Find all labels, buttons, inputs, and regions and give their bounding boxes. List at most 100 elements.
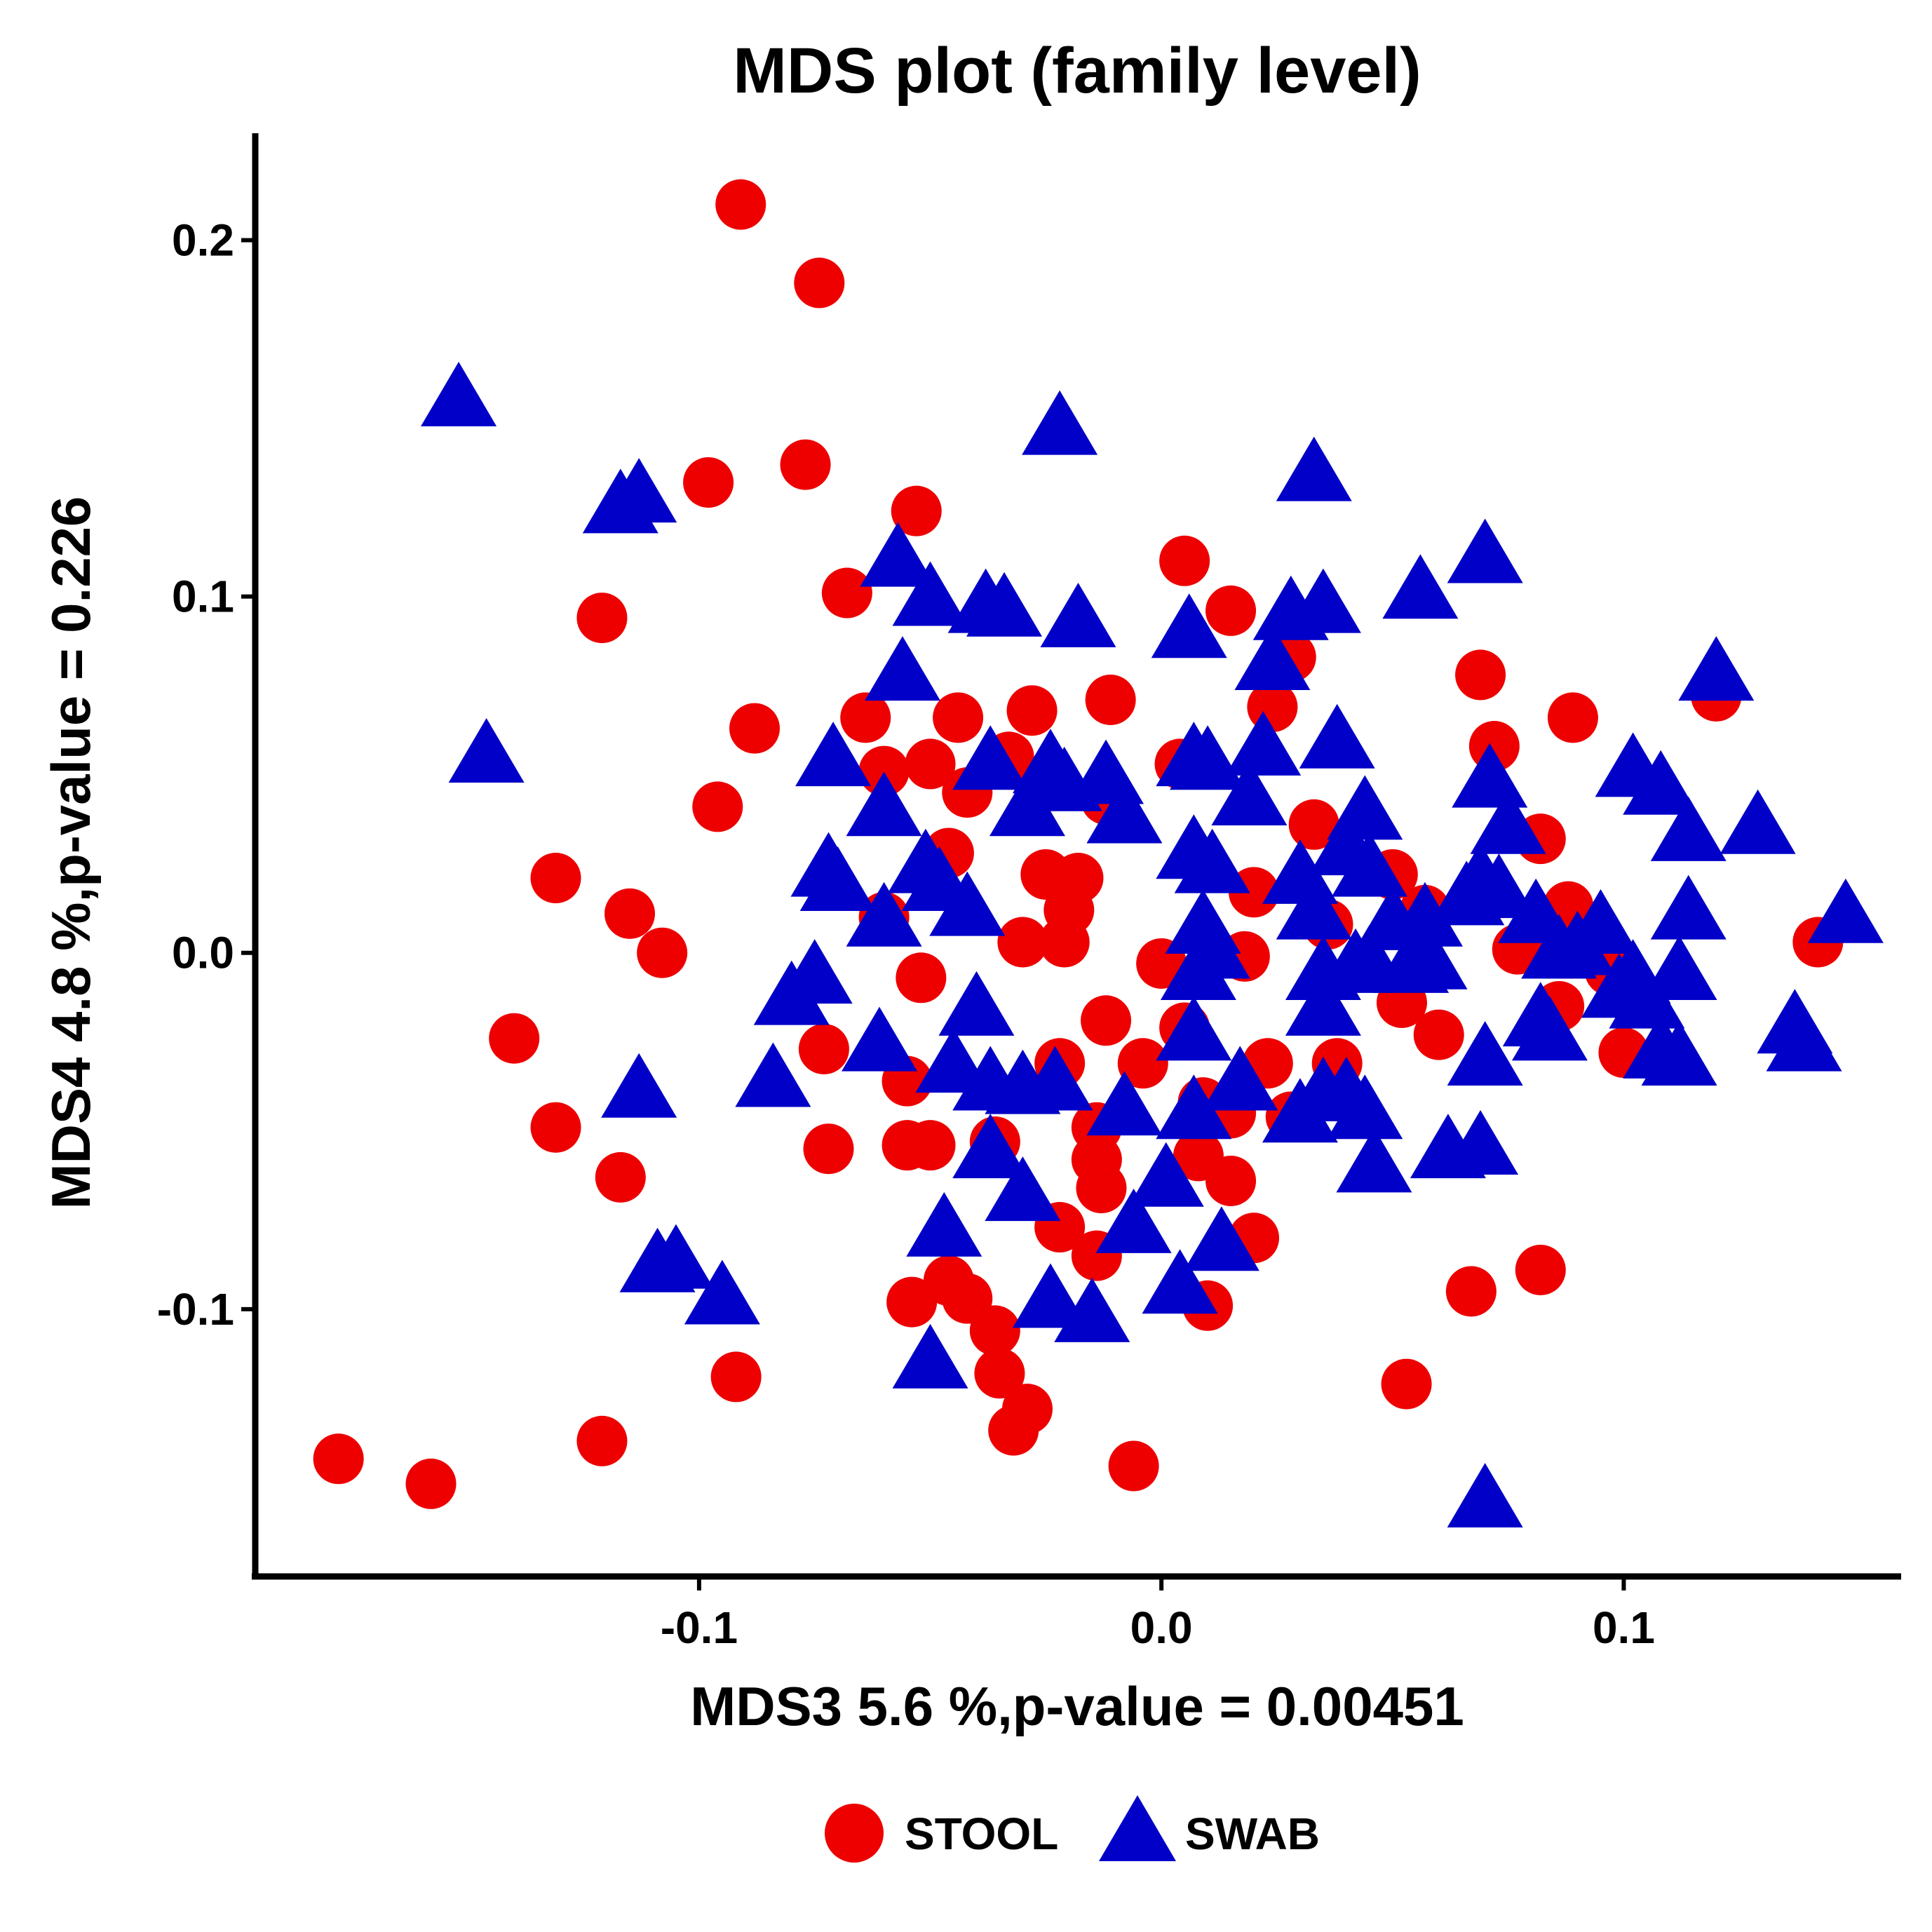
stool-point [858,745,910,797]
swab-point [1156,1074,1232,1140]
swab-point [448,718,525,783]
x-ticks: -0.1 0.0 0.1 [661,1576,1655,1653]
stool-point [729,703,781,754]
stool-point [1006,685,1058,736]
swab-point [1017,1046,1093,1111]
x-tick-label: -0.1 [661,1602,738,1653]
swab-point [1142,1249,1218,1314]
legend-label-swab: SWAB [1185,1809,1320,1859]
legend-marker-stool [825,1804,884,1863]
stool-point [576,593,628,644]
stool-point [313,1433,364,1485]
swab-point [1641,1020,1717,1086]
swab-point [1461,853,1537,919]
swab-point [864,636,940,701]
stool-point [905,738,956,790]
swab-point [1650,874,1727,940]
stool-point [405,1458,457,1509]
swab-point [1382,554,1459,619]
swab-point [1128,1142,1204,1207]
swab-point [799,846,876,911]
swab-point [601,1053,677,1118]
stool-point [576,1415,628,1466]
swab-point [1327,1074,1403,1140]
swab-point [1183,1206,1259,1271]
swab-point [1807,878,1884,943]
stool-point [715,179,766,230]
stool-point [1381,1358,1432,1410]
swab-point [1160,935,1236,1001]
chart-title: MDS plot (family level) [733,35,1421,107]
swab-point [735,1042,811,1107]
stool-point [1081,995,1132,1046]
swab-point [795,722,872,787]
swab-point [1511,996,1588,1061]
swab-point [906,1191,982,1257]
swab-point [1054,1277,1130,1342]
stool-point [1076,1163,1127,1214]
swab-point [1151,593,1227,658]
swab-point [929,871,1006,936]
stool-point [1547,692,1598,743]
y-tick-label: -0.1 [157,1284,234,1335]
swab-point [1225,710,1302,776]
swab-point [1447,1020,1523,1086]
swab-point [985,1156,1061,1222]
swab-point [1211,761,1288,826]
swab-point [1299,703,1375,769]
stool-point [969,1305,1020,1356]
swab-point [892,561,968,626]
stool-point [1515,1244,1566,1295]
y-tick-label: 0.0 [172,928,234,978]
swab-point [1391,924,1468,989]
legend-label-stool: STOOL [905,1809,1058,1859]
stool-point [1413,1009,1464,1060]
stool-point [710,1351,762,1403]
stool-point [1205,585,1257,636]
swab-point [1623,750,1699,815]
stool-point [794,257,845,309]
stool-point [1205,1155,1257,1206]
stool-point [1085,674,1136,725]
data-points [313,179,1884,1528]
swab-point [1285,568,1361,633]
stool-point [1455,649,1506,701]
swab-point [1040,582,1116,647]
stool-point [1445,1266,1497,1317]
swab-point [1202,1046,1278,1111]
swab-point [1086,1071,1163,1136]
swab-point [860,522,936,587]
swab-point [1609,964,1685,1029]
y-ticks: -0.1 0.0 0.1 0.2 [157,215,255,1335]
swab-point [1276,874,1352,940]
stool-point [604,888,656,939]
swab-point [1386,881,1463,947]
stool-point [891,485,942,536]
stool-point [595,1151,646,1203]
stool-point [683,457,734,508]
stool-point [637,927,688,978]
swab-point [421,361,497,426]
swab-point [1234,625,1311,690]
stool-point [530,853,581,904]
stool-point [997,917,1048,968]
swab-point [1766,1006,1842,1072]
stool-point [896,952,947,1004]
x-tick-label: 0.1 [1593,1602,1655,1653]
swab-point [1447,518,1523,583]
y-axis-label: MDS4 4.8 %,p-value = 0.226 [40,496,102,1210]
stool-point [988,1405,1039,1456]
stool-point [780,439,831,490]
swab-point [1720,789,1796,854]
stool-point [803,1123,854,1175]
stool-point [530,1102,581,1153]
swab-point [952,1114,1029,1179]
swab-point [1447,1463,1523,1528]
swab-point [1641,935,1717,1001]
stool-point [821,567,872,619]
stool-point [1108,1440,1159,1492]
swab-point [938,971,1015,1036]
stool-point [489,1013,540,1064]
